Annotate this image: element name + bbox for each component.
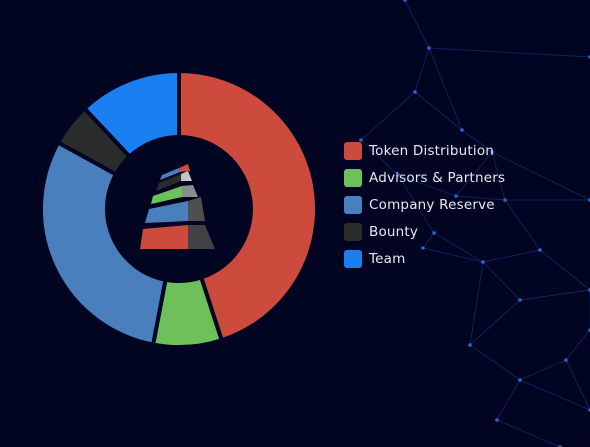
network-node bbox=[421, 246, 425, 250]
legend-label: Token Distribution bbox=[369, 142, 495, 159]
network-node bbox=[468, 343, 472, 347]
network-node bbox=[490, 150, 494, 154]
network-node bbox=[359, 138, 363, 142]
network-line bbox=[519, 359, 567, 381]
network-line bbox=[428, 47, 463, 131]
network-line bbox=[397, 174, 457, 197]
network-line bbox=[565, 359, 590, 411]
network-line bbox=[397, 174, 435, 234]
legend-swatch bbox=[344, 222, 362, 241]
network-node bbox=[432, 231, 436, 235]
network-line bbox=[422, 247, 484, 263]
network-node bbox=[481, 260, 485, 264]
network-line bbox=[491, 151, 590, 201]
network-line bbox=[539, 249, 590, 291]
network-line bbox=[496, 419, 561, 447]
network-node bbox=[518, 378, 522, 382]
network-line bbox=[414, 47, 430, 93]
network-line bbox=[404, 0, 430, 49]
legend-swatch bbox=[344, 168, 362, 187]
network-line bbox=[469, 261, 484, 346]
chart-legend: Token Distribution Advisors & Partners C… bbox=[344, 141, 505, 268]
network-node bbox=[454, 194, 458, 198]
legend-swatch bbox=[344, 249, 362, 268]
network-node bbox=[396, 173, 400, 177]
network-line bbox=[360, 91, 416, 141]
network-line bbox=[422, 232, 435, 249]
network-node bbox=[564, 358, 568, 362]
network-line bbox=[469, 299, 521, 346]
network-line bbox=[482, 249, 541, 263]
legend-item-token-distribution: Token Distribution bbox=[344, 141, 505, 160]
network-line bbox=[482, 261, 521, 301]
network-node bbox=[495, 418, 499, 422]
legend-label: Team bbox=[369, 250, 406, 267]
network-node bbox=[460, 128, 464, 132]
network-line bbox=[565, 329, 590, 361]
network-line bbox=[496, 379, 521, 421]
legend-item-bounty: Bounty bbox=[344, 222, 505, 241]
legend-item-team: Team bbox=[344, 249, 505, 268]
legend-swatch bbox=[344, 195, 362, 214]
donut-slice-team bbox=[81, 68, 181, 160]
network-node bbox=[413, 90, 417, 94]
network-node bbox=[538, 248, 542, 252]
legend-label: Advisors & Partners bbox=[369, 169, 506, 186]
network-node bbox=[503, 198, 507, 202]
network-line bbox=[519, 379, 590, 411]
network-line bbox=[455, 151, 493, 197]
network-line bbox=[519, 289, 590, 301]
network-line bbox=[461, 129, 493, 153]
legend-item-advisors-partners: Advisors & Partners bbox=[344, 168, 505, 187]
network-line bbox=[491, 151, 506, 201]
network-line bbox=[455, 195, 506, 201]
network-line bbox=[428, 47, 590, 58]
donut-chart bbox=[39, 68, 319, 349]
network-node bbox=[518, 298, 522, 302]
network-line bbox=[433, 232, 484, 263]
legend-label: Bounty bbox=[369, 223, 419, 240]
legend-label: Company Reserve bbox=[369, 196, 495, 213]
network-background bbox=[359, 0, 590, 447]
network-line bbox=[360, 139, 399, 176]
legend-swatch bbox=[344, 141, 362, 160]
tower-logo-icon bbox=[140, 164, 215, 249]
network-line bbox=[504, 199, 541, 251]
legend-item-company-reserve: Company Reserve bbox=[344, 195, 505, 214]
network-node bbox=[403, 0, 407, 2]
network-line bbox=[469, 344, 521, 381]
donut-slice-company-reserve bbox=[39, 139, 168, 347]
donut-slice-token-distribution bbox=[177, 68, 319, 343]
network-line bbox=[414, 91, 463, 131]
network-node bbox=[427, 46, 431, 50]
